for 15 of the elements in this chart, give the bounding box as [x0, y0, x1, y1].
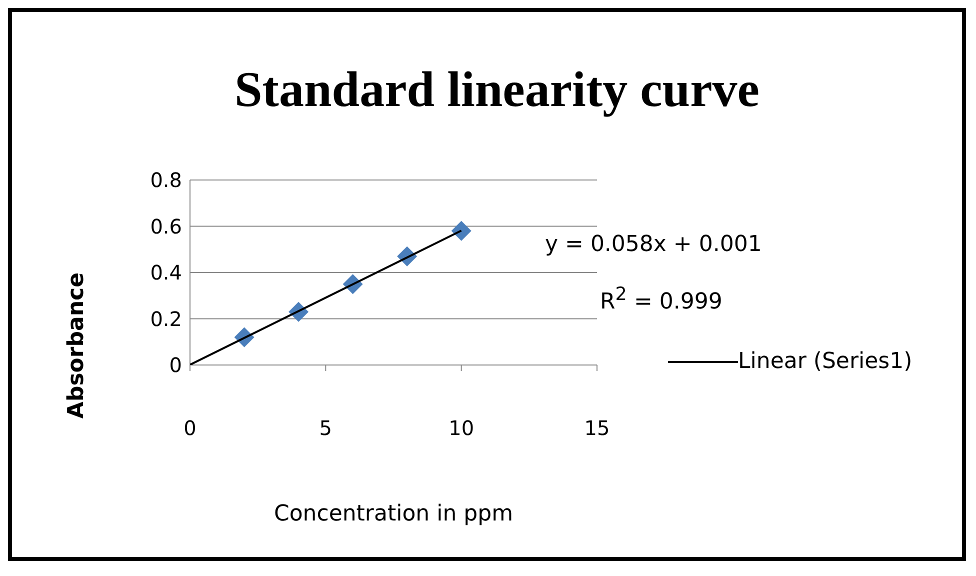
- text: R$^{2}$ = 0.999: [600, 284, 722, 314]
- point: [451, 220, 472, 241]
- x-tick-label: 15: [584, 416, 610, 440]
- y-tick-label: 0.6: [150, 214, 182, 238]
- x-tick-label: 5: [319, 416, 332, 440]
- x-axis-title: Concentration in ppm: [274, 502, 514, 527]
- y-tick-label: 0: [169, 353, 182, 378]
- y-axis-title: Absorbance: [64, 272, 89, 419]
- x-tick-label: 10: [448, 416, 474, 440]
- annotation: y = 0.058x + 0.001: [545, 232, 762, 257]
- y-tick-label: 0.2: [150, 306, 182, 331]
- y-tick-label: 0.4: [150, 260, 182, 285]
- y-tick-label: 0.8: [150, 168, 182, 192]
- legend-label: Linear (Series1): [738, 349, 912, 374]
- chart-title: Standard linearity curve: [234, 60, 760, 118]
